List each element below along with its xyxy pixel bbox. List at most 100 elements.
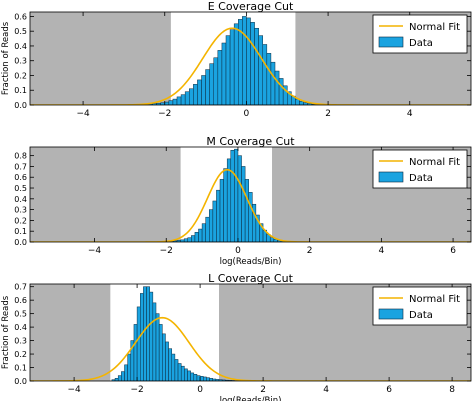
histogram-bar [254,27,259,105]
histogram-bar [244,179,249,242]
histogram-bar [196,375,201,381]
y-tick-label: 0.3 [14,337,27,346]
histogram-bar [299,101,304,105]
histogram-bar [190,372,195,381]
plot-frame [29,283,472,382]
x-tick-label: 0 [235,246,241,256]
histogram-bar [230,149,235,242]
histogram-bar [152,302,157,381]
histogram-bar [209,209,214,242]
legend-data-label: Data [409,310,433,321]
histogram-bar [233,23,239,105]
histogram-bar [212,200,217,242]
histogram-bar [270,61,276,105]
x-tick-label: −4 [76,109,90,119]
legend-data-label: Data [409,173,433,184]
histogram-bar [246,17,251,105]
histogram-bar [209,63,215,105]
x-tick-label: 4 [323,385,329,395]
y-tick-label: 0.1 [14,227,27,236]
x-tick-label: 2 [325,109,331,119]
x-tick-label: 0 [197,385,203,395]
y-tick-label: 0.0 [14,377,27,386]
panel-e: −4 −2 0 2 4 0.0 0.1 0.2 0.3 0.4 0.5 0.6 E Coverage C… [1,0,472,119]
histogram-bar [278,78,284,105]
histogram-bar [266,53,272,105]
histogram-bar [229,29,235,105]
histogram-bar [203,376,207,381]
histogram-bar [117,375,122,381]
histogram-bar [199,376,204,381]
histogram-bar [241,166,246,242]
histogram-bar [184,368,188,381]
histogram-bar [209,378,213,381]
y-tick-label: 0.0 [14,238,27,247]
x-tick-label: −2 [158,109,171,119]
histogram-bar [213,57,219,105]
histogram-bar [165,341,169,381]
histogram-bar [237,155,242,242]
y-tick-label: 0.7 [14,283,27,292]
histogram-bar [250,22,255,105]
plot-frame [29,11,472,106]
x-tick-label: 8 [449,385,455,395]
histogram-bar [183,238,189,242]
normal-fit-line [30,168,471,242]
y-tick-label: 0.2 [14,71,27,80]
histogram-bar [205,216,210,242]
x-axis-label: log(Reads/Bin) [220,257,282,267]
histogram-bar [225,35,231,105]
legend-data-swatch [378,308,404,320]
y-tick-label: 0.6 [14,296,27,305]
x-axis-label: log(Reads/Bin) [220,396,282,401]
y-tick-label: 0.6 [14,12,27,21]
x-tick-label: 6 [450,246,456,256]
panel-l: −4 −2 0 2 4 6 8 0.0 0.1 0.2 0.3 0.4 0.5 0.6 0.7 L Cover… [1,272,472,401]
histogram-bar [143,286,147,381]
x-tick-label: 6 [386,385,392,395]
histogram-bar [184,91,190,105]
x-tick-label: −2 [130,385,143,395]
histogram-bar [127,353,132,381]
histogram-bar [180,94,186,105]
histogram-bar [168,100,174,105]
histogram-bar [194,232,199,242]
histogram-bar [193,374,198,381]
histogram-bar [258,35,263,105]
histogram-bar [171,353,176,381]
histogram-bar [155,313,160,381]
y-tick-label: 0.3 [14,57,27,66]
histogram-bar [172,98,178,105]
legend-data-swatch [378,171,404,183]
legend-fit-label: Normal Fit [409,22,460,33]
y-tick-label: 0.8 [14,152,27,161]
legend: Normal Fit Data [372,286,468,326]
histogram-bar [187,237,192,242]
histogram-bar [216,189,221,242]
histogram-bar [201,75,206,105]
histogram-bar [158,324,163,381]
histogram-bar [217,50,223,105]
histogram-bar [121,371,125,381]
chart-title: M Coverage Cut [206,135,295,148]
x-tick-label: 4 [378,246,384,256]
histogram-bar [269,237,275,242]
histogram-bar [146,286,150,381]
legend-data-swatch [378,36,404,48]
histogram-bar [149,291,154,381]
histogram-bar [234,148,239,242]
histogram-bar [197,79,202,105]
histogram-bar [274,70,280,105]
histogram-bar [164,101,170,105]
legend-data-label: Data [409,38,433,49]
histogram-bar [223,168,228,242]
x-tick-label: 2 [307,246,313,256]
histogram-bar [177,363,182,381]
legend: Normal Fit Data [372,14,468,54]
histogram-bar [180,365,185,381]
chart-title: E Coverage Cut [208,0,294,13]
x-tick-label: −2 [160,246,173,256]
histogram-bar [242,16,247,105]
x-tick-label: 4 [407,109,413,119]
